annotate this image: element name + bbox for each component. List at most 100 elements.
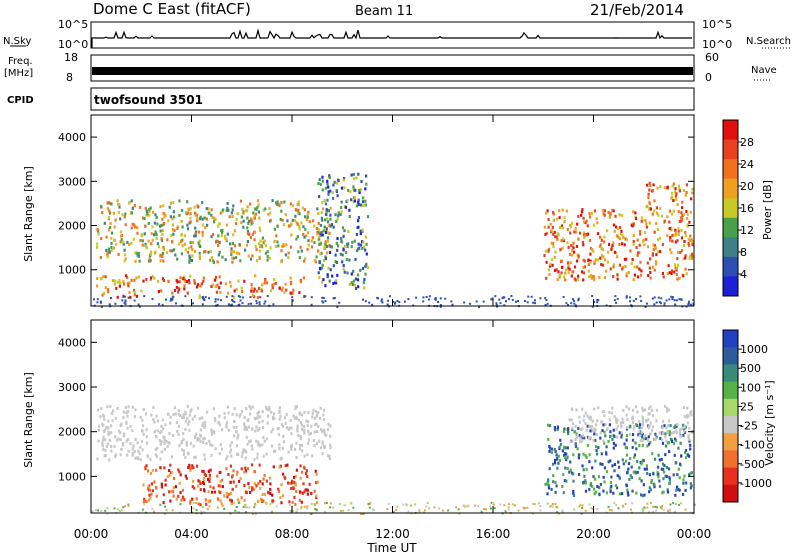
scatter-cell	[131, 451, 134, 455]
scatter-cell	[499, 302, 502, 305]
scatter-cell	[571, 253, 574, 257]
scatter-cell	[154, 448, 157, 452]
scatter-cell	[188, 281, 191, 285]
scatter-cell	[112, 211, 115, 215]
y-tick-label: 1000	[58, 470, 86, 483]
scatter-cell	[188, 254, 191, 258]
scatter-cell	[181, 244, 184, 248]
scatter-cell	[587, 258, 590, 262]
scatter-cell	[254, 274, 257, 278]
scatter-cell	[99, 415, 102, 419]
scatter-cell	[274, 245, 277, 249]
scatter-cell	[635, 491, 638, 495]
scatter-cell	[108, 303, 111, 306]
scatter-cell	[325, 213, 328, 217]
scatter-cell	[110, 424, 113, 428]
scatter-cell	[594, 258, 597, 262]
scatter-cell	[229, 498, 232, 502]
scatter-cell	[221, 478, 224, 482]
scatter-cell	[108, 438, 111, 442]
scatter-cell	[104, 286, 107, 290]
scatter-cell	[207, 477, 210, 481]
scatter-cell	[364, 248, 367, 252]
colorbar-swatch	[723, 330, 738, 348]
scatter-cell	[439, 305, 442, 308]
scatter-cell	[524, 300, 526, 302]
scatter-cell	[168, 473, 171, 477]
scatter-cell	[335, 261, 338, 264]
scatter-cell	[682, 433, 685, 437]
scatter-cell	[106, 512, 109, 515]
scatter-cell	[639, 260, 642, 264]
scatter-cell	[340, 186, 344, 190]
scatter-cell	[324, 255, 327, 259]
scatter-cell	[568, 252, 572, 256]
scatter-cell	[302, 232, 305, 236]
scatter-cell	[185, 477, 188, 480]
scatter-cell	[638, 477, 641, 481]
scatter-cell	[643, 506, 646, 509]
scatter-cell	[688, 244, 691, 247]
scatter-cell	[166, 475, 169, 479]
scatter-cell	[352, 269, 355, 273]
scatter-cell	[684, 254, 687, 258]
scatter-cell	[269, 211, 272, 215]
scatter-cell	[660, 297, 663, 300]
scatter-cell	[265, 479, 268, 483]
scatter-cell	[285, 288, 288, 292]
scatter-cell	[670, 431, 673, 435]
scatter-cell	[145, 277, 148, 281]
scatter-cell	[323, 428, 326, 432]
scatter-cell	[563, 427, 566, 431]
scatter-cell	[326, 275, 329, 279]
scatter-cell	[287, 427, 290, 431]
scatter-cell	[131, 429, 134, 433]
scatter-cell	[143, 295, 146, 298]
scatter-cell	[681, 217, 684, 221]
scatter-cell	[684, 456, 688, 460]
scatter-cell	[662, 275, 665, 279]
scatter-cell	[594, 438, 597, 442]
scatter-cell	[148, 256, 151, 260]
scatter-cell	[306, 215, 309, 219]
scatter-cell	[147, 469, 150, 473]
scatter-cell	[305, 234, 308, 238]
scatter-cell	[201, 481, 205, 484]
scatter-cell	[222, 208, 225, 212]
scatter-cell	[350, 272, 353, 276]
scatter-cell	[232, 204, 235, 208]
scatter-cell	[220, 502, 223, 506]
scatter-cell	[223, 416, 226, 420]
scatter-cell	[280, 501, 283, 505]
scatter-cell	[242, 211, 245, 215]
scatter-cell	[332, 225, 335, 229]
scatter-cell	[144, 465, 147, 469]
scatter-cell	[684, 234, 688, 238]
colorbar-tick-label: 12	[740, 224, 754, 237]
scatter-cell	[659, 185, 662, 188]
scatter-cell	[684, 256, 687, 260]
scatter-cell	[613, 502, 616, 505]
scatter-cell	[296, 424, 299, 428]
scatter-cell	[588, 239, 592, 242]
scatter-cell	[300, 470, 304, 474]
scatter-cell	[133, 204, 136, 208]
scatter-cell	[364, 199, 367, 203]
scatter-cell	[666, 431, 669, 435]
scatter-cell	[243, 498, 246, 502]
scatter-cell	[625, 238, 628, 242]
scatter-cell	[510, 295, 513, 297]
scatter-cell	[603, 480, 606, 484]
scatter-cell	[357, 200, 360, 204]
scatter-cell	[328, 174, 331, 178]
scatter-cell	[333, 297, 336, 300]
scatter-cell	[577, 297, 580, 300]
scatter-cell	[557, 461, 560, 465]
scatter-cell	[272, 417, 275, 421]
scatter-cell	[596, 419, 599, 423]
scatter-cell	[148, 493, 151, 497]
scatter-cell	[556, 505, 559, 508]
scatter-cell	[175, 497, 178, 501]
scatter-cell	[126, 438, 130, 441]
scatter-cell	[218, 471, 221, 474]
